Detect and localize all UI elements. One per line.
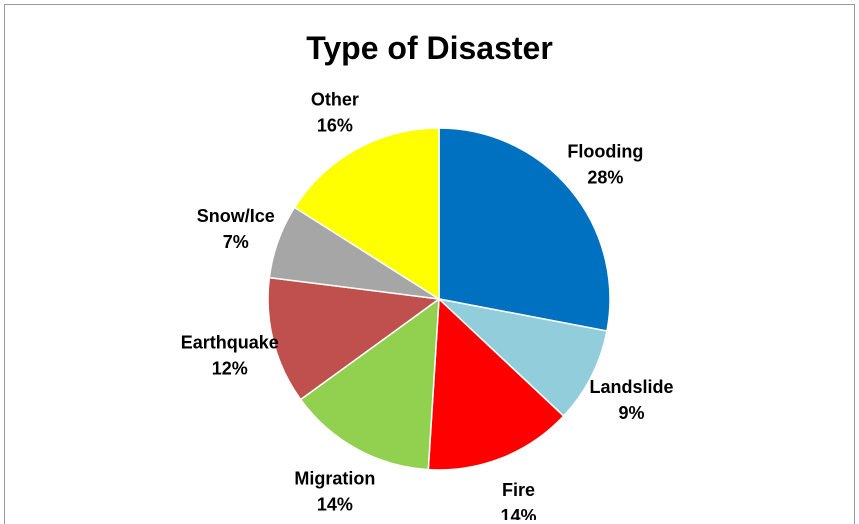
pie-slice-flooding bbox=[438, 127, 611, 332]
slice-label-name: Migration bbox=[294, 468, 375, 488]
slice-label-snow-ice: Snow/Ice 7% bbox=[197, 206, 275, 252]
slice-label-flooding: Flooding 28% bbox=[567, 141, 643, 187]
slice-label-percent: 12% bbox=[212, 359, 248, 379]
slice-label-percent: 7% bbox=[223, 232, 249, 252]
slice-label-migration: Migration 14% bbox=[294, 468, 375, 514]
slice-label-name: Other bbox=[311, 90, 359, 110]
slice-label-percent: 9% bbox=[618, 403, 644, 423]
pie-slice-fire bbox=[427, 297, 565, 471]
slice-label-name: Landslide bbox=[589, 377, 673, 397]
pie-slice-landslide bbox=[436, 297, 608, 418]
slice-label-name: Fire bbox=[502, 480, 535, 500]
pie-labels: Flooding 28% Landslide 9% Fire 14% Migration 14… bbox=[181, 90, 674, 520]
slice-label-percent: 14% bbox=[317, 494, 353, 514]
chart-title: Type of Disaster bbox=[306, 30, 553, 66]
slice-label-percent: 28% bbox=[587, 167, 623, 187]
pie-slice-other bbox=[293, 127, 440, 301]
slice-label-percent: 14% bbox=[500, 506, 536, 520]
slice-label-fire: Fire 14% bbox=[500, 480, 536, 520]
slice-label-name: Snow/Ice bbox=[197, 206, 275, 226]
slice-label-earthquake: Earthquake 12% bbox=[181, 333, 279, 379]
pie-slice-migration bbox=[299, 297, 440, 471]
slice-label-name: Flooding bbox=[567, 141, 643, 161]
slice-label-percent: 16% bbox=[317, 116, 353, 136]
slice-label-other: Other 16% bbox=[311, 90, 359, 136]
slice-label-landslide: Landslide 9% bbox=[589, 377, 673, 423]
pie-slice-earthquake bbox=[267, 276, 441, 401]
pie-slices bbox=[267, 127, 611, 471]
slice-label-name: Earthquake bbox=[181, 333, 279, 353]
